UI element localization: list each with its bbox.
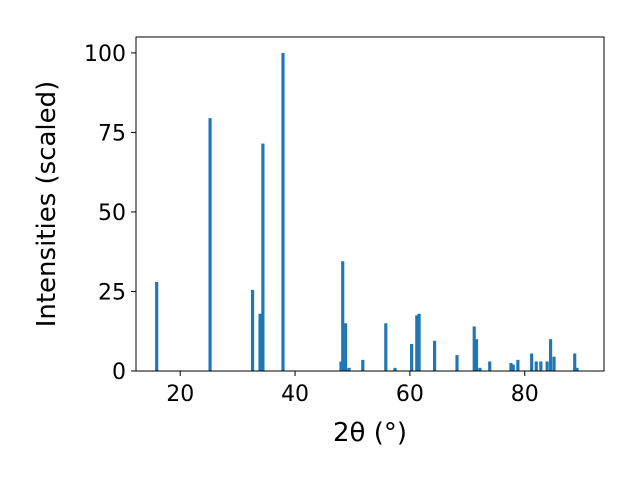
plot-frame (135, 36, 605, 372)
bars-group (155, 52, 579, 372)
y-tick-label: 100 (84, 42, 126, 67)
x-tick-label: 60 (396, 382, 424, 407)
bar (417, 313, 421, 371)
bar (155, 281, 159, 371)
bar (455, 355, 459, 371)
bar (347, 367, 351, 371)
bar (545, 361, 549, 371)
x-tick-label: 20 (166, 382, 194, 407)
bar (361, 359, 365, 371)
bar (511, 364, 515, 371)
bar (339, 361, 343, 371)
bar (250, 289, 255, 371)
bar (341, 261, 345, 371)
bar (552, 356, 556, 371)
bar (575, 367, 579, 371)
bar (534, 361, 538, 371)
bar (509, 363, 513, 371)
x-axis-ticks: 20 40 60 80 (166, 371, 539, 407)
bar (384, 323, 388, 371)
bar (478, 367, 482, 371)
bar (344, 323, 348, 371)
bar (516, 359, 520, 371)
y-tick-label: 50 (98, 201, 126, 226)
bar (433, 340, 437, 371)
bar (573, 353, 577, 371)
bar (258, 313, 262, 371)
bar (539, 361, 543, 371)
bar (488, 361, 492, 371)
bar (208, 118, 212, 371)
bar (415, 315, 419, 371)
bar (530, 353, 534, 371)
bar (474, 339, 479, 371)
y-axis-ticks: 0 25 50 75 100 (84, 42, 136, 385)
bar (281, 52, 285, 372)
x-tick-label: 80 (511, 382, 539, 407)
bar (393, 367, 397, 371)
y-axis-label: Intensities (scaled) (32, 81, 62, 328)
y-tick-label: 75 (98, 121, 126, 146)
bar (549, 339, 553, 371)
bar (410, 343, 414, 371)
y-tick-label: 25 (98, 280, 126, 305)
x-tick-label: 40 (281, 382, 309, 407)
bar (261, 143, 265, 371)
x-axis-label: 2θ (°) (333, 418, 407, 448)
bar (472, 326, 476, 371)
y-tick-label: 0 (112, 360, 126, 385)
